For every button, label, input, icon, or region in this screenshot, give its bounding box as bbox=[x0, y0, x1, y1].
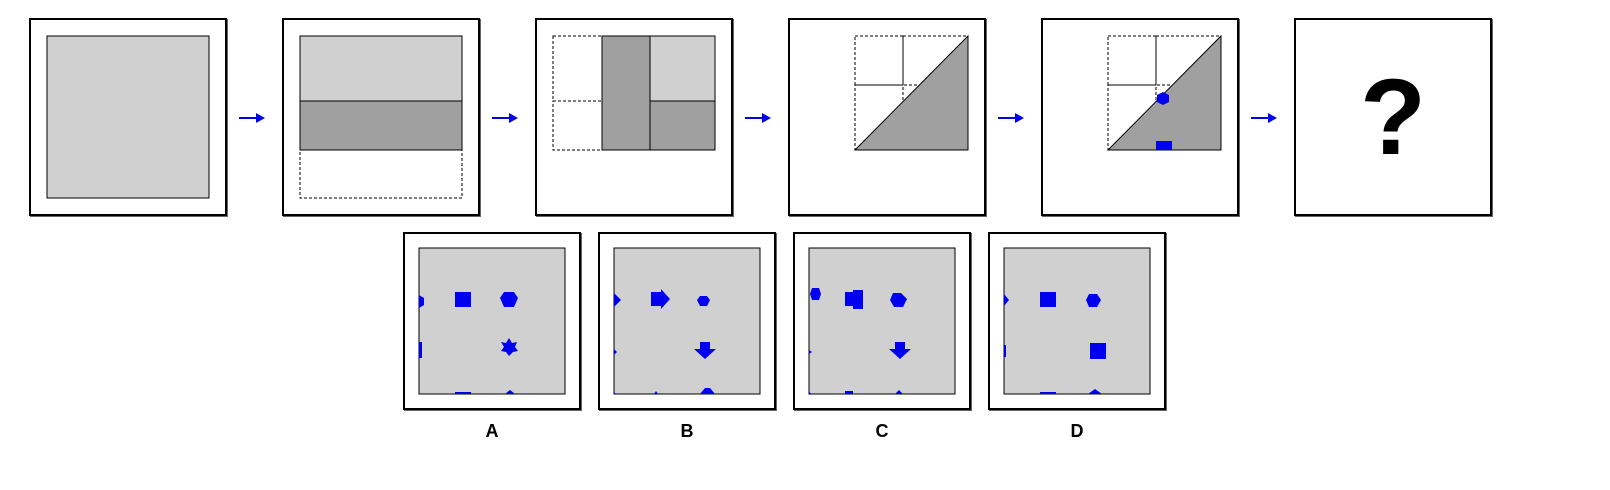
option-c-label[interactable]: C bbox=[875, 421, 889, 441]
option-a-panel[interactable] bbox=[403, 232, 581, 410]
arrow-icon bbox=[745, 113, 771, 123]
hexagon-hole-icon bbox=[1157, 92, 1169, 105]
option-a-diagram bbox=[418, 247, 566, 395]
step-panel-4 bbox=[788, 18, 986, 216]
step-panel-2 bbox=[282, 18, 480, 216]
step-panel-3 bbox=[535, 18, 733, 216]
unfolded-paper bbox=[46, 35, 210, 199]
option-c-diagram bbox=[808, 247, 956, 395]
step-panel-1 bbox=[29, 18, 227, 216]
rectangle-hole-icon bbox=[1156, 141, 1172, 150]
arrow-icon bbox=[998, 113, 1024, 123]
punch-holes-diagram bbox=[1106, 34, 1222, 151]
fold-diagonal-diagram bbox=[853, 34, 969, 151]
question-panel: ? bbox=[1294, 18, 1492, 216]
arrow-icon bbox=[1251, 113, 1277, 123]
fold-bottom-diagram bbox=[299, 35, 463, 199]
arrow-icon bbox=[239, 113, 265, 123]
option-d-label[interactable]: D bbox=[1070, 421, 1084, 441]
option-a-label[interactable]: A bbox=[485, 421, 499, 441]
option-b-label[interactable]: B bbox=[680, 421, 694, 441]
option-d-diagram bbox=[1003, 247, 1151, 395]
fold-left-diagram bbox=[552, 35, 716, 151]
option-b-panel[interactable] bbox=[598, 232, 776, 410]
arrow-icon bbox=[492, 113, 518, 123]
question-mark: ? bbox=[1360, 56, 1426, 177]
option-c-panel[interactable] bbox=[793, 232, 971, 410]
option-b-diagram bbox=[613, 247, 761, 395]
step-panel-5 bbox=[1041, 18, 1239, 216]
option-d-panel[interactable] bbox=[988, 232, 1166, 410]
